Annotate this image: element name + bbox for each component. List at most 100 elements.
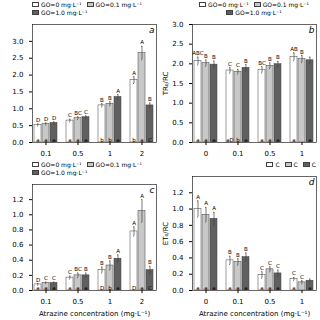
svg-text:C: C bbox=[52, 275, 56, 281]
svg-text:a: a bbox=[140, 285, 143, 291]
svg-text:b: b bbox=[100, 137, 104, 143]
svg-text:C: C bbox=[148, 137, 152, 143]
svg-text:b: b bbox=[108, 285, 112, 291]
svg-text:0.6: 0.6 bbox=[172, 238, 184, 246]
svg-text:B: B bbox=[244, 246, 248, 252]
svg-text:a: a bbox=[84, 137, 87, 143]
svg-text:B: B bbox=[212, 54, 216, 60]
svg-text:1.0: 1.0 bbox=[172, 205, 183, 213]
svg-text:c: c bbox=[150, 185, 155, 195]
svg-text:a: a bbox=[36, 285, 39, 291]
svg-text:a: a bbox=[212, 285, 215, 291]
svg-text:D: D bbox=[132, 285, 136, 291]
svg-text:B: B bbox=[148, 259, 152, 265]
svg-text:1: 1 bbox=[300, 150, 304, 158]
svg-text:a: a bbox=[260, 285, 263, 291]
svg-text:a: a bbox=[36, 137, 39, 143]
svg-text:0.5: 0.5 bbox=[72, 150, 83, 158]
svg-text:D: D bbox=[52, 115, 56, 121]
svg-text:B: B bbox=[148, 96, 152, 102]
svg-text:a: a bbox=[116, 137, 119, 143]
svg-text:B: B bbox=[276, 54, 280, 60]
svg-text:a: a bbox=[44, 137, 47, 143]
svg-text:1: 1 bbox=[108, 298, 112, 306]
svg-text:B: B bbox=[108, 254, 112, 260]
svg-text:a: a bbox=[52, 137, 55, 143]
svg-text:C: C bbox=[228, 61, 232, 67]
svg-text:1: 1 bbox=[300, 298, 304, 306]
svg-text:0.6: 0.6 bbox=[12, 241, 24, 249]
svg-text:1.5: 1.5 bbox=[12, 88, 23, 96]
svg-text:B: B bbox=[244, 58, 248, 64]
svg-text:a: a bbox=[140, 137, 143, 143]
svg-text:b: b bbox=[236, 137, 240, 143]
svg-text:Atrazine concentration (mg·L⁻¹: Atrazine concentration (mg·L⁻¹) bbox=[39, 310, 150, 318]
svg-text:a: a bbox=[204, 137, 207, 143]
svg-text:0.8: 0.8 bbox=[12, 226, 23, 234]
svg-text:0.0: 0.0 bbox=[12, 287, 23, 295]
svg-text:1.5: 1.5 bbox=[172, 80, 183, 88]
svg-text:2.0: 2.0 bbox=[172, 60, 183, 68]
svg-text:1.2: 1.2 bbox=[12, 196, 23, 204]
svg-text:1.0: 1.0 bbox=[12, 105, 23, 113]
svg-text:a: a bbox=[44, 285, 47, 291]
svg-text:A: A bbox=[140, 39, 144, 45]
svg-text:a: a bbox=[268, 285, 271, 291]
svg-text:B: B bbox=[204, 53, 208, 59]
svg-text:a: a bbox=[244, 285, 247, 291]
svg-text:d: d bbox=[309, 177, 315, 187]
svg-text:C: C bbox=[68, 112, 72, 118]
svg-text:C: C bbox=[84, 109, 88, 115]
svg-text:0.5: 0.5 bbox=[264, 298, 275, 306]
svg-text:B: B bbox=[300, 49, 304, 55]
svg-text:A: A bbox=[132, 70, 136, 76]
svg-text:AB: AB bbox=[290, 46, 298, 52]
svg-text:C: C bbox=[268, 260, 272, 266]
svg-text:b: b bbox=[108, 137, 112, 143]
svg-text:aD: aD bbox=[226, 137, 234, 143]
svg-text:0.0: 0.0 bbox=[172, 139, 183, 147]
svg-text:0.4: 0.4 bbox=[172, 254, 184, 262]
svg-text:a: a bbox=[196, 137, 199, 143]
svg-text:a: a bbox=[276, 137, 279, 143]
svg-text:a: a bbox=[236, 285, 239, 291]
svg-text:0.2: 0.2 bbox=[12, 272, 23, 280]
svg-text:2: 2 bbox=[140, 150, 144, 158]
svg-text:D: D bbox=[100, 285, 104, 291]
svg-text:ET₀/RC: ET₀/RC bbox=[162, 222, 170, 245]
svg-text:0.5: 0.5 bbox=[172, 119, 183, 127]
svg-text:a: a bbox=[84, 285, 87, 291]
svg-text:B: B bbox=[100, 260, 104, 266]
svg-text:B: B bbox=[100, 97, 104, 103]
svg-text:C: C bbox=[68, 269, 72, 275]
svg-text:C: C bbox=[260, 265, 264, 271]
svg-text:A: A bbox=[196, 194, 200, 200]
svg-text:a: a bbox=[76, 285, 79, 291]
svg-text:1: 1 bbox=[108, 150, 112, 158]
svg-text:0.0: 0.0 bbox=[12, 139, 23, 147]
svg-text:A: A bbox=[140, 193, 144, 199]
svg-text:a: a bbox=[308, 137, 311, 143]
svg-text:a: a bbox=[276, 285, 279, 291]
svg-text:BC: BC bbox=[258, 60, 266, 66]
svg-text:2.5: 2.5 bbox=[12, 54, 23, 62]
svg-text:a: a bbox=[196, 285, 199, 291]
svg-text:1.2: 1.2 bbox=[172, 189, 183, 197]
svg-text:a: a bbox=[308, 285, 311, 291]
svg-text:B: B bbox=[84, 266, 88, 272]
svg-text:2: 2 bbox=[140, 298, 144, 306]
svg-text:B: B bbox=[268, 56, 272, 62]
svg-text:C: C bbox=[292, 270, 296, 276]
svg-text:a: a bbox=[212, 137, 215, 143]
svg-text:C: C bbox=[276, 263, 280, 269]
svg-text:a: a bbox=[76, 137, 79, 143]
svg-text:b: b bbox=[132, 137, 136, 143]
svg-text:a: a bbox=[292, 285, 295, 291]
svg-text:A: A bbox=[116, 88, 120, 94]
svg-text:a: a bbox=[68, 285, 71, 291]
svg-text:BC: BC bbox=[74, 110, 82, 116]
svg-text:A: A bbox=[204, 200, 208, 206]
svg-text:B: B bbox=[228, 249, 232, 255]
svg-text:a: a bbox=[68, 137, 71, 143]
svg-text:a: a bbox=[149, 25, 155, 35]
